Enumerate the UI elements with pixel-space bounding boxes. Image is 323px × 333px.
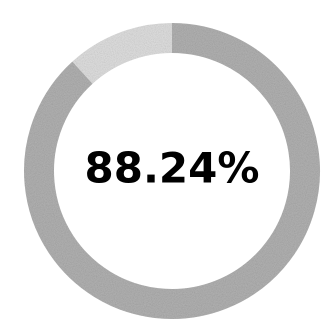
progress-arc <box>24 23 320 319</box>
percentage-label: 88.24% <box>85 144 260 193</box>
remainder-arc <box>72 23 173 85</box>
